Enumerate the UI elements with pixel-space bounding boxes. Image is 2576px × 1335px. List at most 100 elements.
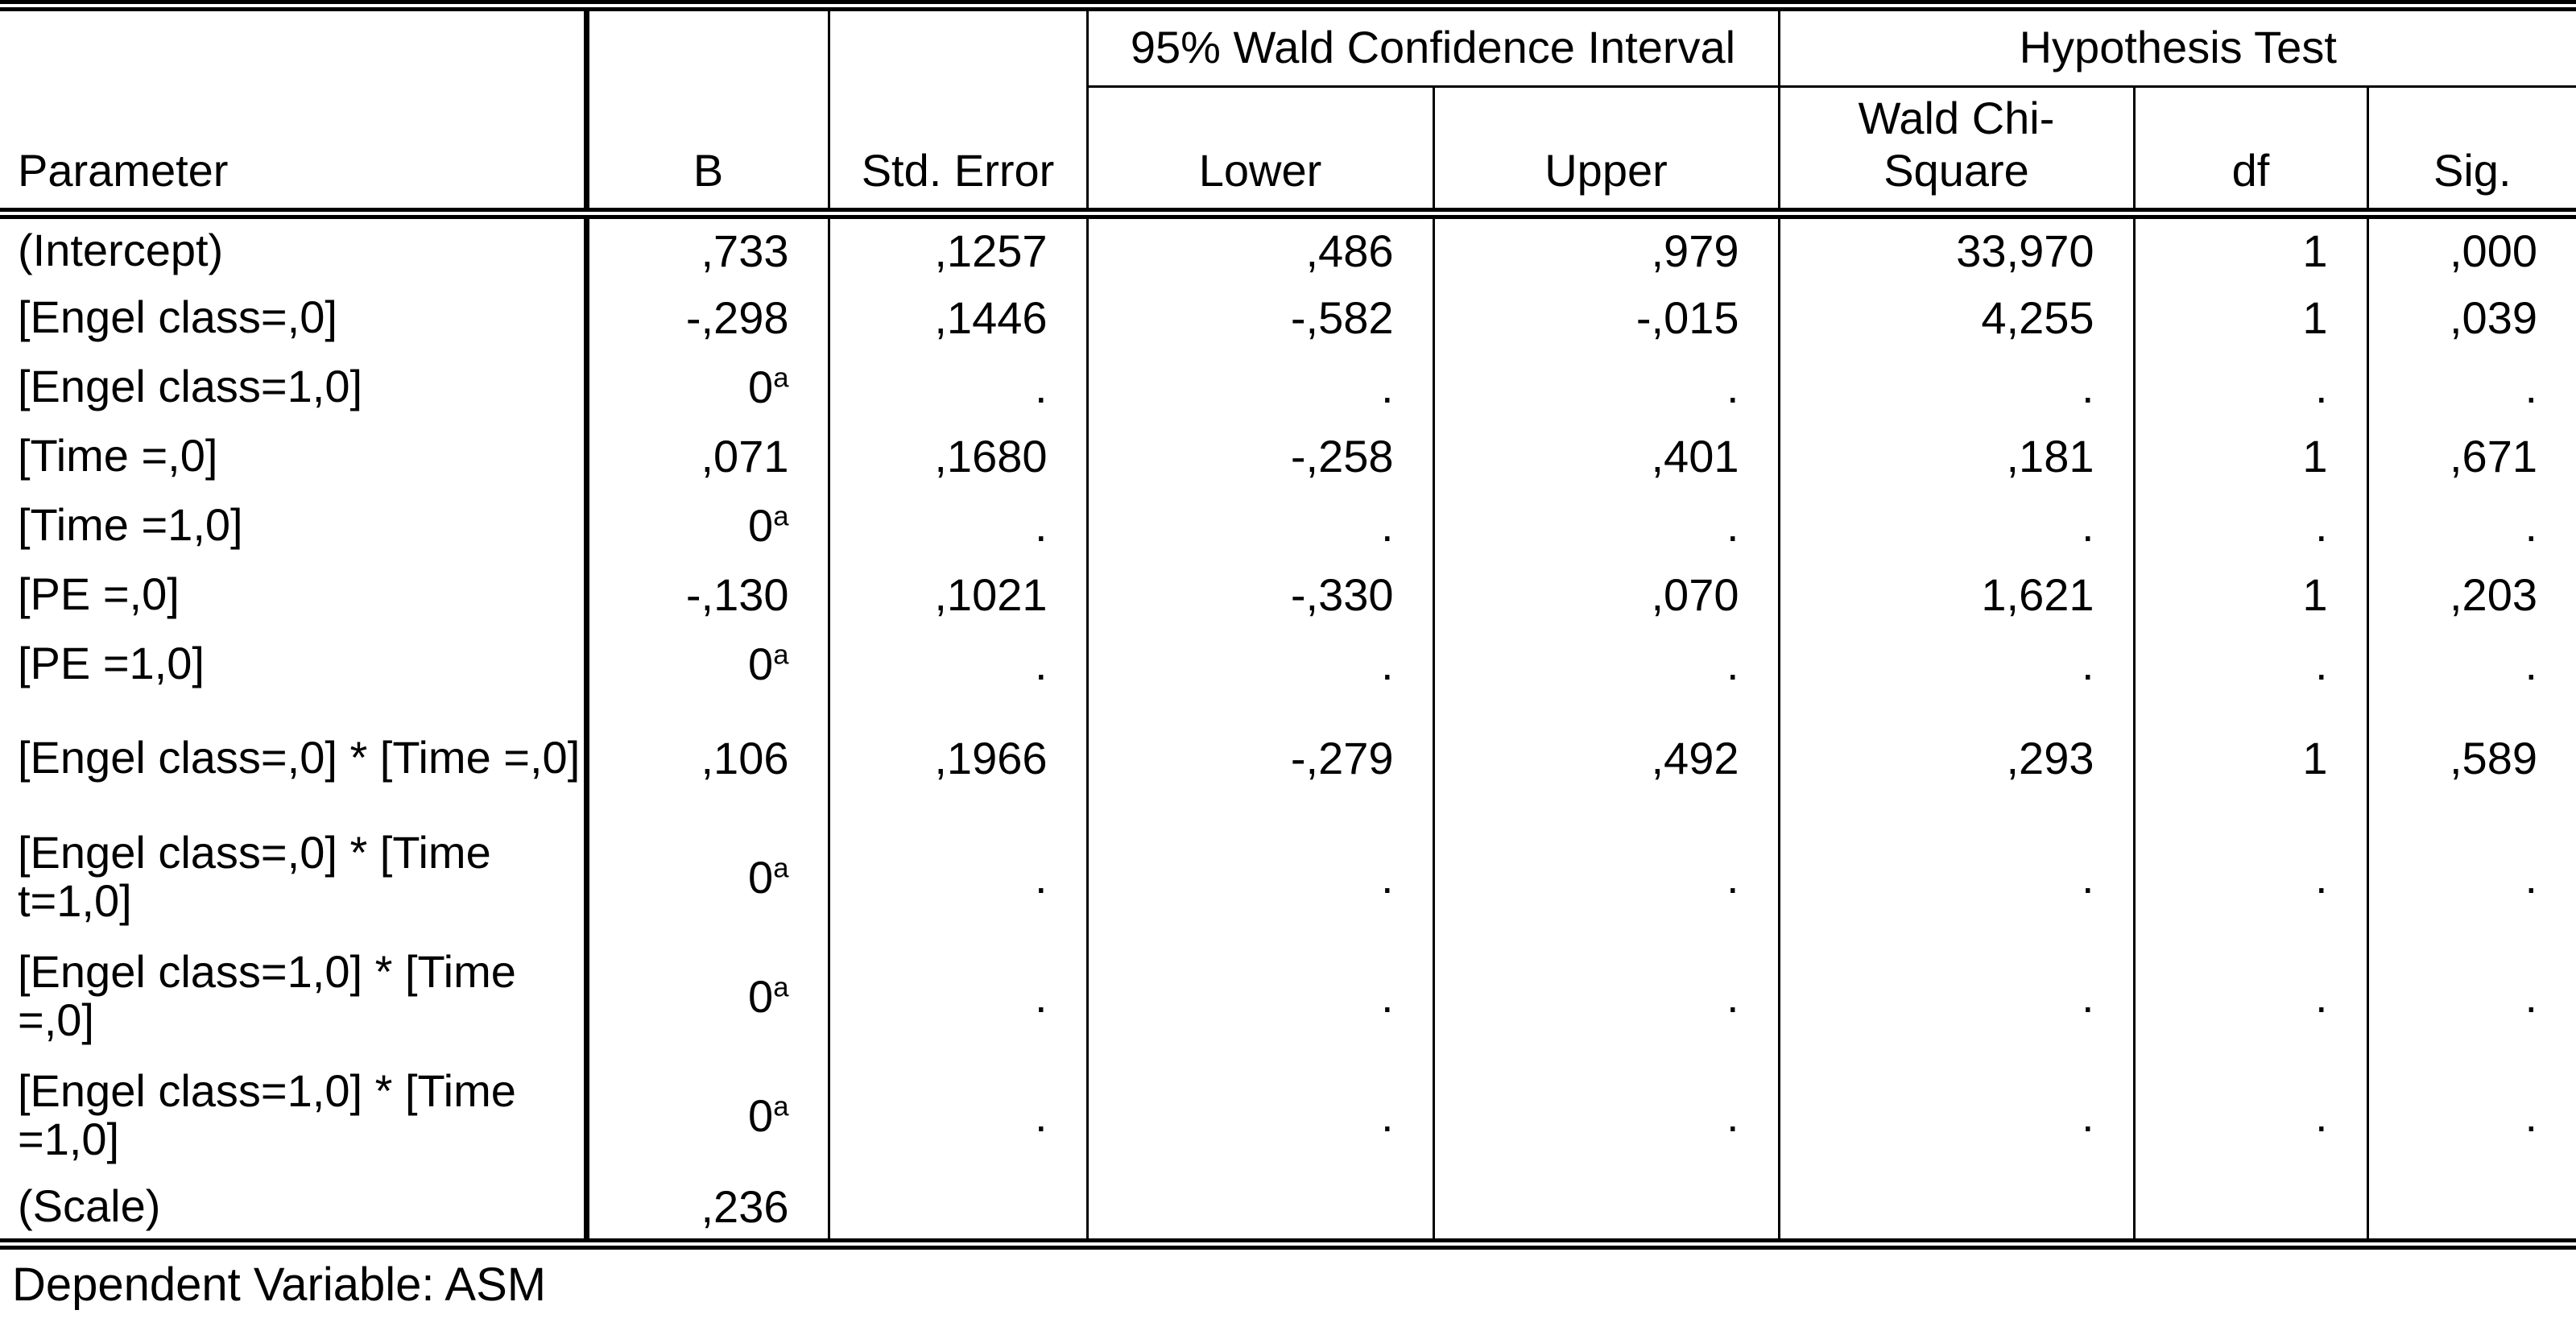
table-body: (Intercept) ,733 ,1257 ,486 ,979 33,970 …	[0, 213, 2576, 1250]
df-cell: 1	[2132, 283, 2367, 352]
sig-cell	[2366, 1175, 2576, 1250]
df-cell: .	[2132, 352, 2367, 421]
upper-cell: .	[1432, 936, 1779, 1056]
wald-cell: .	[1777, 629, 2134, 698]
parameter-estimates-table: Parameter B Std. Error 95% Wald Confiden…	[0, 0, 2576, 1250]
parameter-cell: [Engel class=1,0] * [Time =,0]	[0, 936, 589, 1056]
upper-cell: .	[1432, 817, 1779, 936]
col-header-std-error: Std. Error	[827, 6, 1087, 219]
lower-cell: -,330	[1085, 560, 1433, 629]
upper-cell: ,070	[1432, 560, 1779, 629]
df-cell: .	[2132, 490, 2367, 560]
upper-cell	[1432, 1175, 1779, 1250]
sig-cell: ,203	[2366, 560, 2576, 629]
sig-cell: .	[2366, 936, 2576, 1056]
footnote-marker: a	[773, 852, 789, 883]
std-error-cell: ,1680	[827, 421, 1087, 490]
b-cell: ,071	[585, 421, 829, 490]
std-error-cell: ,1446	[827, 283, 1087, 352]
parameter-cell: (Intercept)	[0, 213, 589, 283]
lower-cell: .	[1085, 817, 1433, 936]
df-cell: .	[2132, 1056, 2367, 1175]
b-cell: 0a	[585, 352, 829, 421]
lower-cell	[1085, 1175, 1433, 1250]
upper-cell: ,401	[1432, 421, 1779, 490]
header-row-columns: Lower Upper Wald Chi-Square df Sig.	[0, 86, 2576, 219]
col-group-hypothesis-test: Hypothesis Test	[1777, 6, 2576, 88]
lower-cell: .	[1085, 352, 1433, 421]
table-row: [PE =1,0] 0a . . . . . .	[0, 629, 2576, 698]
wald-cell: .	[1777, 936, 2134, 1056]
col-group-confidence-interval: 95% Wald Confidence Interval	[1085, 6, 1779, 88]
parameter-cell: [Engel class=1,0] * [Time =1,0]	[0, 1056, 589, 1175]
col-header-b: B	[585, 6, 829, 219]
sig-cell: .	[2366, 490, 2576, 560]
df-cell	[2132, 1175, 2367, 1250]
wald-cell: .	[1777, 1056, 2134, 1175]
table-header: Parameter B Std. Error 95% Wald Confiden…	[0, 6, 2576, 219]
lower-cell: -,279	[1085, 698, 1433, 817]
upper-cell: ,492	[1432, 698, 1779, 817]
table-row: [Engel class=1,0] * [Time =1,0] 0a . . .…	[0, 1056, 2576, 1175]
col-header-upper: Upper	[1432, 86, 1779, 219]
wald-cell: .	[1777, 490, 2134, 560]
upper-cell: .	[1432, 352, 1779, 421]
b-cell: ,236	[585, 1175, 829, 1250]
table-row: [Time =1,0] 0a . . . . . .	[0, 490, 2576, 560]
df-cell: 1	[2132, 560, 2367, 629]
wald-cell: .	[1777, 352, 2134, 421]
sig-cell: .	[2366, 817, 2576, 936]
footnote-marker: a	[773, 362, 789, 393]
sig-cell: ,671	[2366, 421, 2576, 490]
b-cell: 0a	[585, 936, 829, 1056]
std-error-cell: .	[827, 490, 1087, 560]
lower-cell: -,258	[1085, 421, 1433, 490]
lower-cell: -,582	[1085, 283, 1433, 352]
sig-cell: ,000	[2366, 213, 2576, 283]
col-header-parameter: Parameter	[0, 6, 589, 219]
b-cell: 0a	[585, 629, 829, 698]
table-row: [Time =,0] ,071 ,1680 -,258 ,401 ,181 1 …	[0, 421, 2576, 490]
b-cell: 0a	[585, 1056, 829, 1175]
sig-cell: ,039	[2366, 283, 2576, 352]
upper-cell: .	[1432, 1056, 1779, 1175]
sig-cell: .	[2366, 629, 2576, 698]
std-error-cell: ,1257	[827, 213, 1087, 283]
table-row: (Intercept) ,733 ,1257 ,486 ,979 33,970 …	[0, 213, 2576, 283]
wald-cell: .	[1777, 817, 2134, 936]
col-header-sig: Sig.	[2366, 86, 2576, 219]
b-cell: ,106	[585, 698, 829, 817]
wald-cell: ,181	[1777, 421, 2134, 490]
lower-cell: .	[1085, 490, 1433, 560]
col-header-lower: Lower	[1085, 86, 1433, 219]
upper-cell: .	[1432, 490, 1779, 560]
df-cell: .	[2132, 817, 2367, 936]
table-row: (Scale) ,236	[0, 1175, 2576, 1250]
std-error-cell: .	[827, 352, 1087, 421]
col-header-wald-chi-square: Wald Chi-Square	[1777, 86, 2134, 219]
header-row-groups: Parameter B Std. Error 95% Wald Confiden…	[0, 6, 2576, 219]
lower-cell: .	[1085, 1056, 1433, 1175]
parameter-cell: [Engel class=1,0]	[0, 352, 589, 421]
parameter-cell: [Engel class=,0] * [Time =,0]	[0, 698, 589, 817]
table-row: [Engel class=,0] -,298 ,1446 -,582 -,015…	[0, 283, 2576, 352]
std-error-cell: .	[827, 936, 1087, 1056]
lower-cell: .	[1085, 936, 1433, 1056]
parameter-cell: [Time =,0]	[0, 421, 589, 490]
footnote-marker: a	[773, 639, 789, 670]
b-cell: -,130	[585, 560, 829, 629]
table-row: [Engel class=,0] * [Time =,0] ,106 ,1966…	[0, 698, 2576, 817]
lower-cell: ,486	[1085, 213, 1433, 283]
upper-cell: ,979	[1432, 213, 1779, 283]
footnote-marker: a	[773, 1090, 789, 1122]
sig-cell: .	[2366, 1056, 2576, 1175]
table-row: [Engel class=1,0] 0a . . . . . .	[0, 352, 2576, 421]
parameter-cell: [PE =1,0]	[0, 629, 589, 698]
std-error-cell: .	[827, 1056, 1087, 1175]
parameter-cell: [Engel class=,0] * [Time t=1,0]	[0, 817, 589, 936]
table-row: [Engel class=1,0] * [Time =,0] 0a . . . …	[0, 936, 2576, 1056]
std-error-cell: .	[827, 817, 1087, 936]
wald-cell	[1777, 1175, 2134, 1250]
dependent-variable-caption: Dependent Variable: ASM	[12, 1259, 547, 1311]
table-row: [Engel class=,0] * [Time t=1,0] 0a . . .…	[0, 817, 2576, 936]
